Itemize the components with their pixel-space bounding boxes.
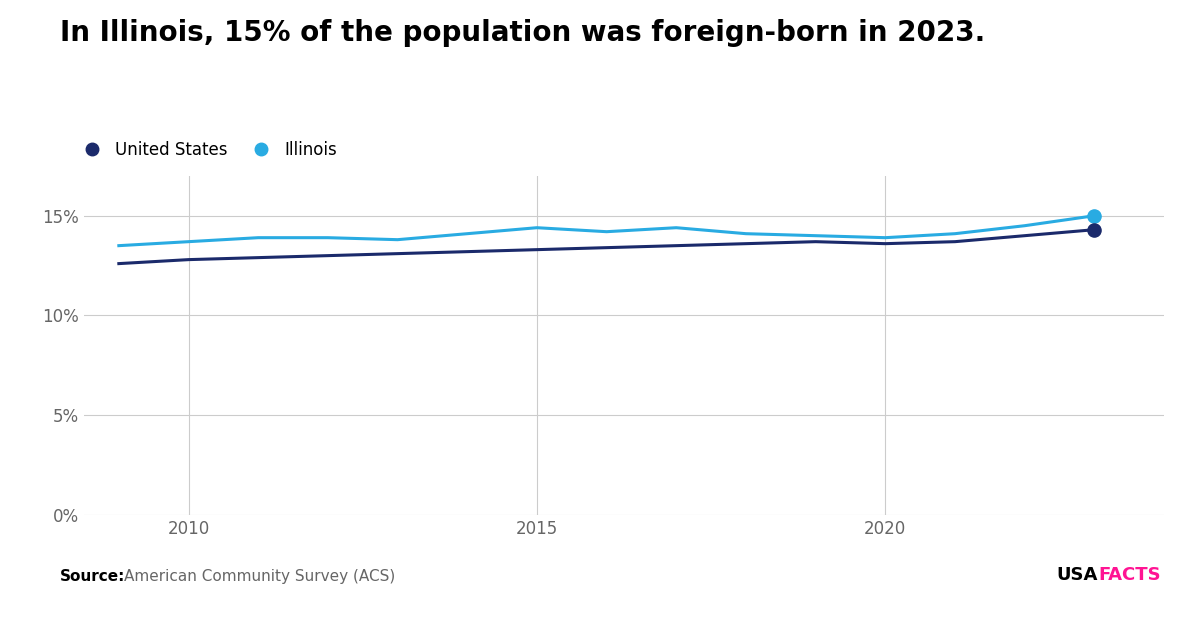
Legend: United States, Illinois: United States, Illinois — [68, 134, 343, 165]
Point — [1085, 225, 1104, 235]
Text: FACTS: FACTS — [1098, 566, 1160, 584]
Text: USA: USA — [1057, 566, 1098, 584]
Text: Source:: Source: — [60, 569, 125, 584]
Text: In Illinois, 15% of the population was foreign-born in 2023.: In Illinois, 15% of the population was f… — [60, 19, 985, 47]
Point — [1085, 211, 1104, 221]
Text: American Community Survey (ACS): American Community Survey (ACS) — [124, 569, 395, 584]
